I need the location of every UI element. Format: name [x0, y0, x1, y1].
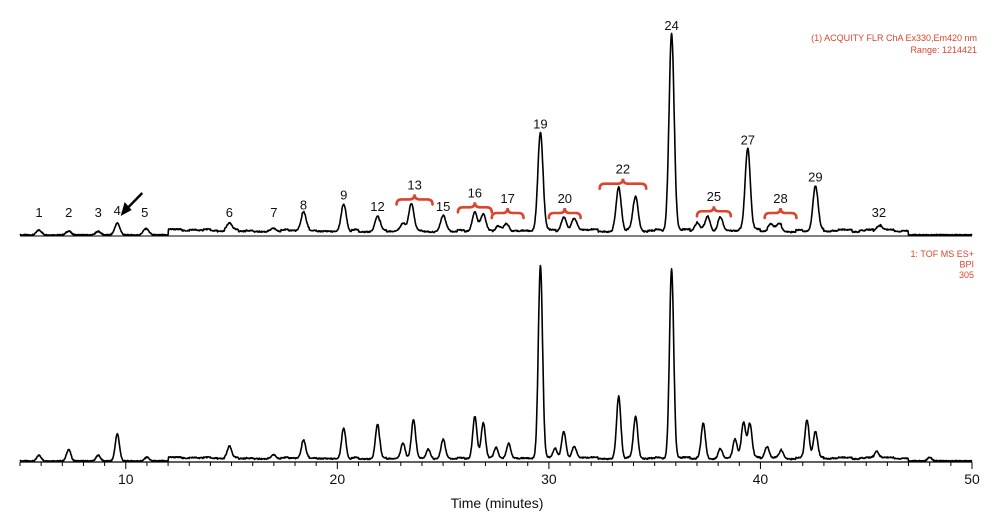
peak-label-1: 1 [35, 205, 42, 220]
x-tick-label: 20 [330, 471, 346, 487]
peak-label-25: 25 [707, 189, 721, 204]
brace-group-16 [456, 202, 494, 214]
peak-label-15: 15 [436, 199, 450, 214]
peak-label-28: 28 [773, 191, 787, 206]
peak-label-24: 24 [664, 18, 678, 33]
brace-group-28 [763, 207, 798, 220]
x-tick-label: 10 [118, 471, 134, 487]
peak-label-17: 17 [500, 191, 514, 206]
fluorescence-annotation-line: Range: 1214421 [910, 45, 977, 55]
peak-label-5: 5 [141, 205, 148, 220]
x-tick-label: 50 [964, 471, 980, 487]
brace-group-22 [598, 178, 648, 190]
peak-label-4: 4 [114, 203, 121, 218]
peak-label-29: 29 [808, 170, 822, 185]
peak-label-20: 20 [558, 191, 572, 206]
peak-label-13: 13 [407, 177, 421, 192]
arrow-shaft [125, 192, 144, 210]
peak-label-7: 7 [270, 205, 277, 220]
x-tick-label: 40 [753, 471, 769, 487]
ms-annotation-line: 305 [959, 270, 974, 280]
peak-label-12: 12 [370, 199, 384, 214]
peak-label-16: 16 [468, 185, 482, 200]
peak-label-8: 8 [300, 197, 307, 212]
ms-bpi-trace-line [19, 264, 973, 462]
peak-label-19: 19 [533, 117, 547, 132]
x-axis: 10 20 30 40 50 [19, 461, 980, 487]
peak-label-22: 22 [616, 162, 630, 177]
arrow-marker-icon [120, 192, 144, 216]
peak-label-6: 6 [226, 205, 233, 220]
x-axis-title: Time (minutes) [451, 495, 544, 511]
peak-label-3: 3 [95, 205, 102, 220]
peak-label-27: 27 [741, 132, 755, 147]
peak-label-9: 9 [340, 187, 347, 202]
brace-group-20 [547, 207, 582, 220]
arrow-head [120, 202, 132, 216]
ms-annotation-line: 1: TOF MS ES+ [911, 249, 974, 259]
peak-label-32: 32 [872, 205, 886, 220]
ms-annotation-line: BPI [959, 260, 974, 270]
brace-group-25 [695, 206, 733, 218]
brace-group-13 [395, 194, 434, 206]
fluorescence-trace-line [19, 32, 973, 236]
fluorescence-annotation-line: (1) ACQUITY FLR ChA Ex330,Em420 nm [811, 33, 977, 43]
brace-group-17 [490, 207, 525, 220]
x-tick-label: 30 [541, 471, 557, 487]
peak-label-2: 2 [65, 205, 72, 220]
